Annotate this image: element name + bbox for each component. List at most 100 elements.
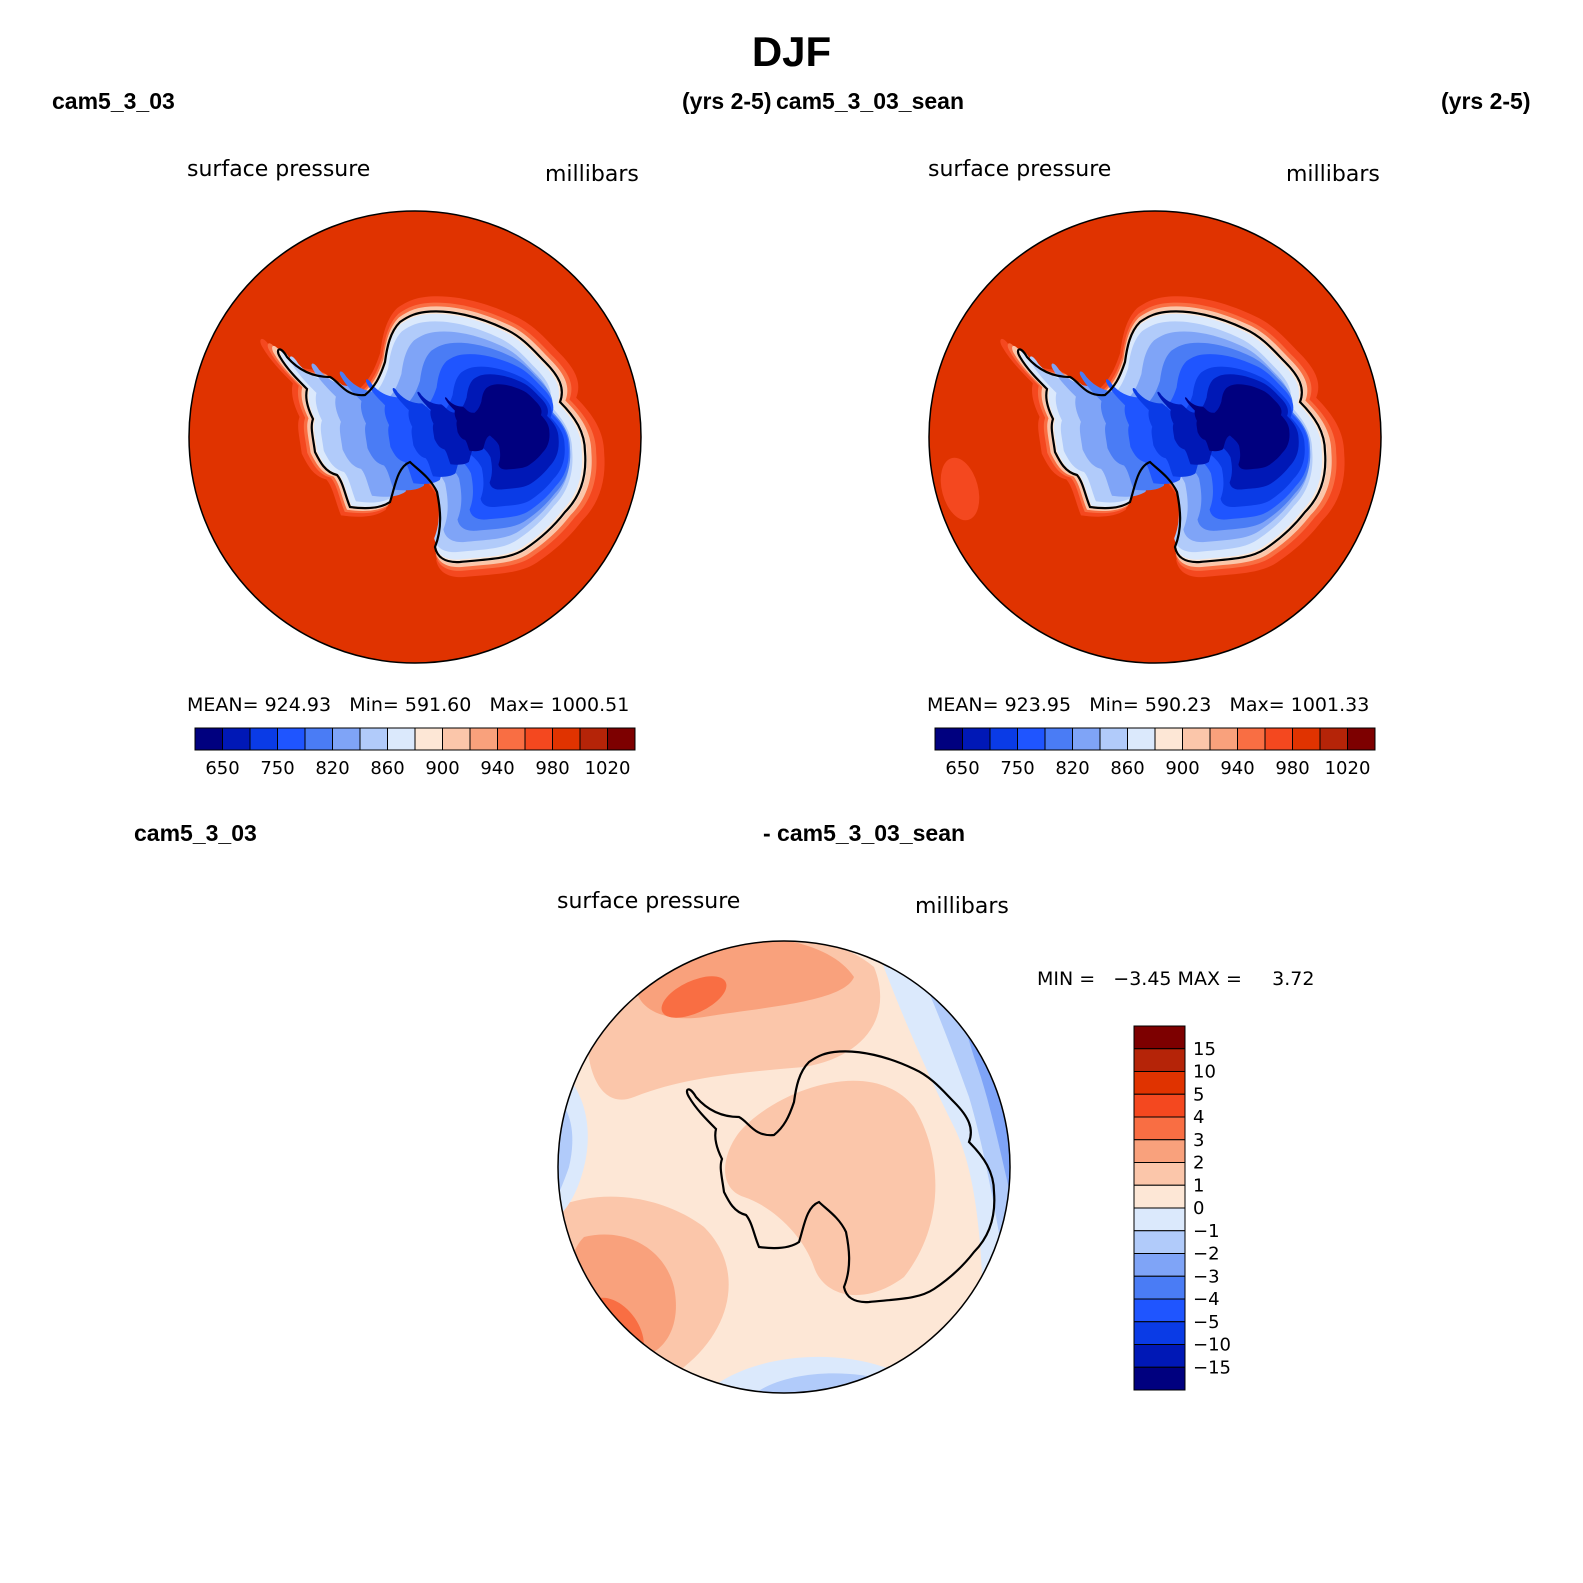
diff-case-left: cam5_3_03 <box>134 820 257 846</box>
panel1-colorbar-swatch <box>249 727 278 751</box>
panel2-min-value: 590.23 <box>1144 694 1212 716</box>
panel1-map-border <box>188 210 642 664</box>
panel2-colorbar-swatch <box>1099 727 1128 751</box>
diff-colorbar-tick-label: −2 <box>1193 1244 1220 1265</box>
panel2-colorbar-tick-label: 900 <box>1165 758 1199 779</box>
panel1-colorbar-swatch <box>579 727 608 751</box>
panel1-colorbar-swatch <box>332 727 361 751</box>
diff-colorbar-swatch <box>1133 1184 1186 1209</box>
panel2-map <box>928 210 1382 664</box>
panel1-years: (yrs 2-5) <box>682 88 772 114</box>
diff-colorbar-tick-label: −5 <box>1193 1312 1220 1333</box>
panel1-mean-label: MEAN= <box>187 694 259 716</box>
panel2-colorbar-swatch <box>1292 727 1321 751</box>
panel1-colorbar-swatch <box>222 727 251 751</box>
panel1-units: millibars <box>545 162 639 187</box>
panel1-case-name: cam5_3_03 <box>52 88 175 114</box>
diff-colorbar-swatch <box>1133 1162 1186 1186</box>
figure-title: DJF <box>751 28 832 75</box>
panel2-colorbar: 650 750 820 860 900 940 980 1020 <box>934 727 1376 779</box>
diff-colorbar-tick-label: −10 <box>1193 1335 1231 1356</box>
panel1-colorbar-swatch <box>442 727 471 751</box>
diff-colorbar-tick-label: −15 <box>1193 1357 1231 1378</box>
panel1-colorbar-swatch <box>387 727 416 751</box>
panel1-colorbar-swatch <box>414 727 443 751</box>
panel1-colorbar-swatch <box>304 727 333 751</box>
panel2-mean-value: 923.95 <box>1004 694 1072 716</box>
panel2-colorbar-swatch <box>962 727 991 751</box>
panel1-max-value: 1000.51 <box>550 694 630 716</box>
panel2-stats: MEAN= 923.95 Min= 590.23 Max= 1001.33 <box>927 694 1369 716</box>
panel2-min-label: Min= <box>1089 694 1139 716</box>
panel2-colorbar-tick-label: 860 <box>1110 758 1144 779</box>
panel2-colorbar-tick-label: 650 <box>945 758 979 779</box>
diff-colorbar-tick-label: 2 <box>1193 1153 1204 1174</box>
panel2-colorbar-swatch <box>1319 727 1348 751</box>
panel1-variable: surface pressure <box>187 157 371 182</box>
diff-case-right: - cam5_3_03_sean <box>763 820 966 846</box>
panel2-colorbar-swatch <box>1044 727 1073 751</box>
panel2-max-value: 1001.33 <box>1290 694 1370 716</box>
diff-colorbar-swatch <box>1133 1366 1186 1391</box>
panel2-colorbar-swatch <box>1209 727 1238 751</box>
diff-colorbar-tick-label: 0 <box>1193 1198 1204 1219</box>
diff-colorbar-swatch <box>1133 1253 1186 1277</box>
panel2-case-name: cam5_3_03_sean <box>776 88 964 114</box>
panel1-colorbar-tick-label: 820 <box>315 758 349 779</box>
panel1-colorbar-swatch <box>524 727 553 751</box>
panel1-colorbar-swatch <box>552 727 581 751</box>
panel2-colorbar-swatch <box>1182 727 1211 751</box>
panel1-max-label: Max= <box>489 694 545 716</box>
diff-colorbar-swatch <box>1133 1025 1186 1050</box>
panel1-colorbar-tick-label: 1020 <box>585 758 631 779</box>
diff-colorbar-swatch <box>1133 1321 1186 1345</box>
panel2-map-border <box>928 210 1382 664</box>
panel1-min-label: Min= <box>349 694 399 716</box>
diff-colorbar-tick-label: 15 <box>1193 1039 1216 1060</box>
panel2-years: (yrs 2-5) <box>1441 88 1531 114</box>
diff-colorbar-tick-label: 10 <box>1193 1062 1216 1083</box>
diff-colorbar-tick-label: 3 <box>1193 1130 1204 1151</box>
panel1-colorbar-tick-label: 860 <box>370 758 404 779</box>
panel1-colorbar-swatch <box>607 727 636 751</box>
panel1-map <box>188 210 642 664</box>
diff-colorbar-tick-label: −1 <box>1193 1221 1220 1242</box>
panel2-colorbar-tick-label: 980 <box>1275 758 1309 779</box>
panel1-colorbar-swatch <box>497 727 526 751</box>
panel2-colorbar-swatch <box>1237 727 1266 751</box>
panel2-colorbar-swatch <box>1072 727 1101 751</box>
diff-colorbar-tick-label: −3 <box>1193 1266 1220 1287</box>
diff-colorbar-swatch <box>1133 1093 1186 1118</box>
panel2-colorbar-swatch <box>1017 727 1046 751</box>
panel1-min-value: 591.60 <box>404 694 472 716</box>
diff-colorbar-tick-label: −4 <box>1193 1289 1220 1310</box>
diff-colorbar-swatch <box>1133 1298 1186 1323</box>
panel2-colorbar-tick-label: 940 <box>1220 758 1254 779</box>
diff-colorbar-swatch <box>1133 1207 1186 1232</box>
panel1-colorbar-tick-label: 940 <box>480 758 514 779</box>
panel2-colorbar-tick-label: 1020 <box>1325 758 1371 779</box>
panel2-units: millibars <box>1286 162 1380 187</box>
diff-colorbar-tick-label: 5 <box>1193 1084 1204 1105</box>
diff-colorbar-tick-label: 1 <box>1193 1175 1204 1196</box>
diff-variable: surface pressure <box>557 889 741 914</box>
panel1-colorbar-tick-label: 900 <box>425 758 459 779</box>
diff-colorbar-swatch <box>1133 1048 1186 1072</box>
diff-colorbar-tick-label: 4 <box>1193 1107 1204 1128</box>
panel2-colorbar-swatch <box>1264 727 1293 751</box>
panel1-colorbar-swatch <box>359 727 388 751</box>
panel1-colorbar-swatch <box>469 727 498 751</box>
panel2-colorbar-swatch <box>1154 727 1183 751</box>
panel2-variable: surface pressure <box>928 157 1112 182</box>
panel1-colorbar-tick-label: 650 <box>205 758 239 779</box>
diff-map <box>557 940 1011 1394</box>
diff-colorbar-swatch <box>1133 1344 1186 1368</box>
diff-colorbar-swatch <box>1133 1275 1186 1300</box>
diff-colorbar-swatch <box>1133 1116 1186 1141</box>
panel1-colorbar-swatch <box>194 727 223 751</box>
diff-units: millibars <box>915 894 1009 919</box>
panel1-stats: MEAN= 924.93 Min= 591.60 Max= 1000.51 <box>187 694 629 716</box>
panel2-colorbar-swatch <box>989 727 1018 751</box>
panel1-mean-value: 924.93 <box>264 694 332 716</box>
